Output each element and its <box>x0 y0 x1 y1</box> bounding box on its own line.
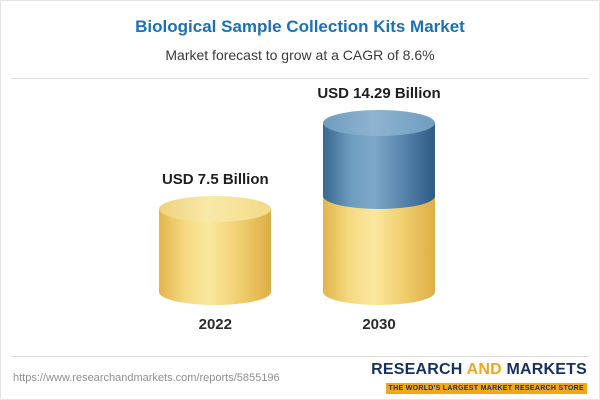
axis-label-2030: 2030 <box>362 316 396 333</box>
chart-subtitle: Market forecast to grow at a CAGR of 8.6… <box>165 47 435 63</box>
source-url[interactable]: https://www.researchandmarkets.com/repor… <box>13 372 280 384</box>
top-divider <box>11 78 589 79</box>
logo-word-research: RESEARCH <box>371 361 467 378</box>
bar-2022-cylinder <box>159 196 272 305</box>
footer: https://www.researchandmarkets.com/repor… <box>1 357 599 399</box>
value-label-2022: USD 7.5 Billion <box>161 171 269 188</box>
bar-2030-top-ellipse <box>323 110 435 136</box>
logo-word-markets: MARKETS <box>501 361 587 378</box>
value-label-2030: USD 14.29 Billion <box>317 85 441 102</box>
chart-header: Biological Sample Collection Kits Market… <box>1 1 599 63</box>
bar-group-2022: USD 7.5 Billion 2022 <box>159 171 272 333</box>
chart-area: USD 7.5 Billion 2022 USD 14.29 Billion 2… <box>1 81 599 333</box>
logo-text: RESEARCH AND MARKETS <box>371 362 587 378</box>
axis-label-2022: 2022 <box>198 316 232 333</box>
researchandmarkets-logo: RESEARCH AND MARKETS THE WORLD'S LARGEST… <box>371 362 587 394</box>
bar-2030-base-segment <box>323 196 435 305</box>
bar-2022-top-ellipse <box>159 196 272 222</box>
logo-word-and: AND <box>466 361 502 378</box>
bar-group-2030: USD 14.29 Billion 2030 <box>317 85 440 333</box>
bar-2030-growth-segment <box>323 110 435 209</box>
logo-tagline: THE WORLD'S LARGEST MARKET RESEARCH STOR… <box>385 383 587 394</box>
chart-title: Biological Sample Collection Kits Market <box>135 17 465 36</box>
bottom-divider <box>11 356 589 357</box>
bar-2030-stack <box>323 110 435 305</box>
